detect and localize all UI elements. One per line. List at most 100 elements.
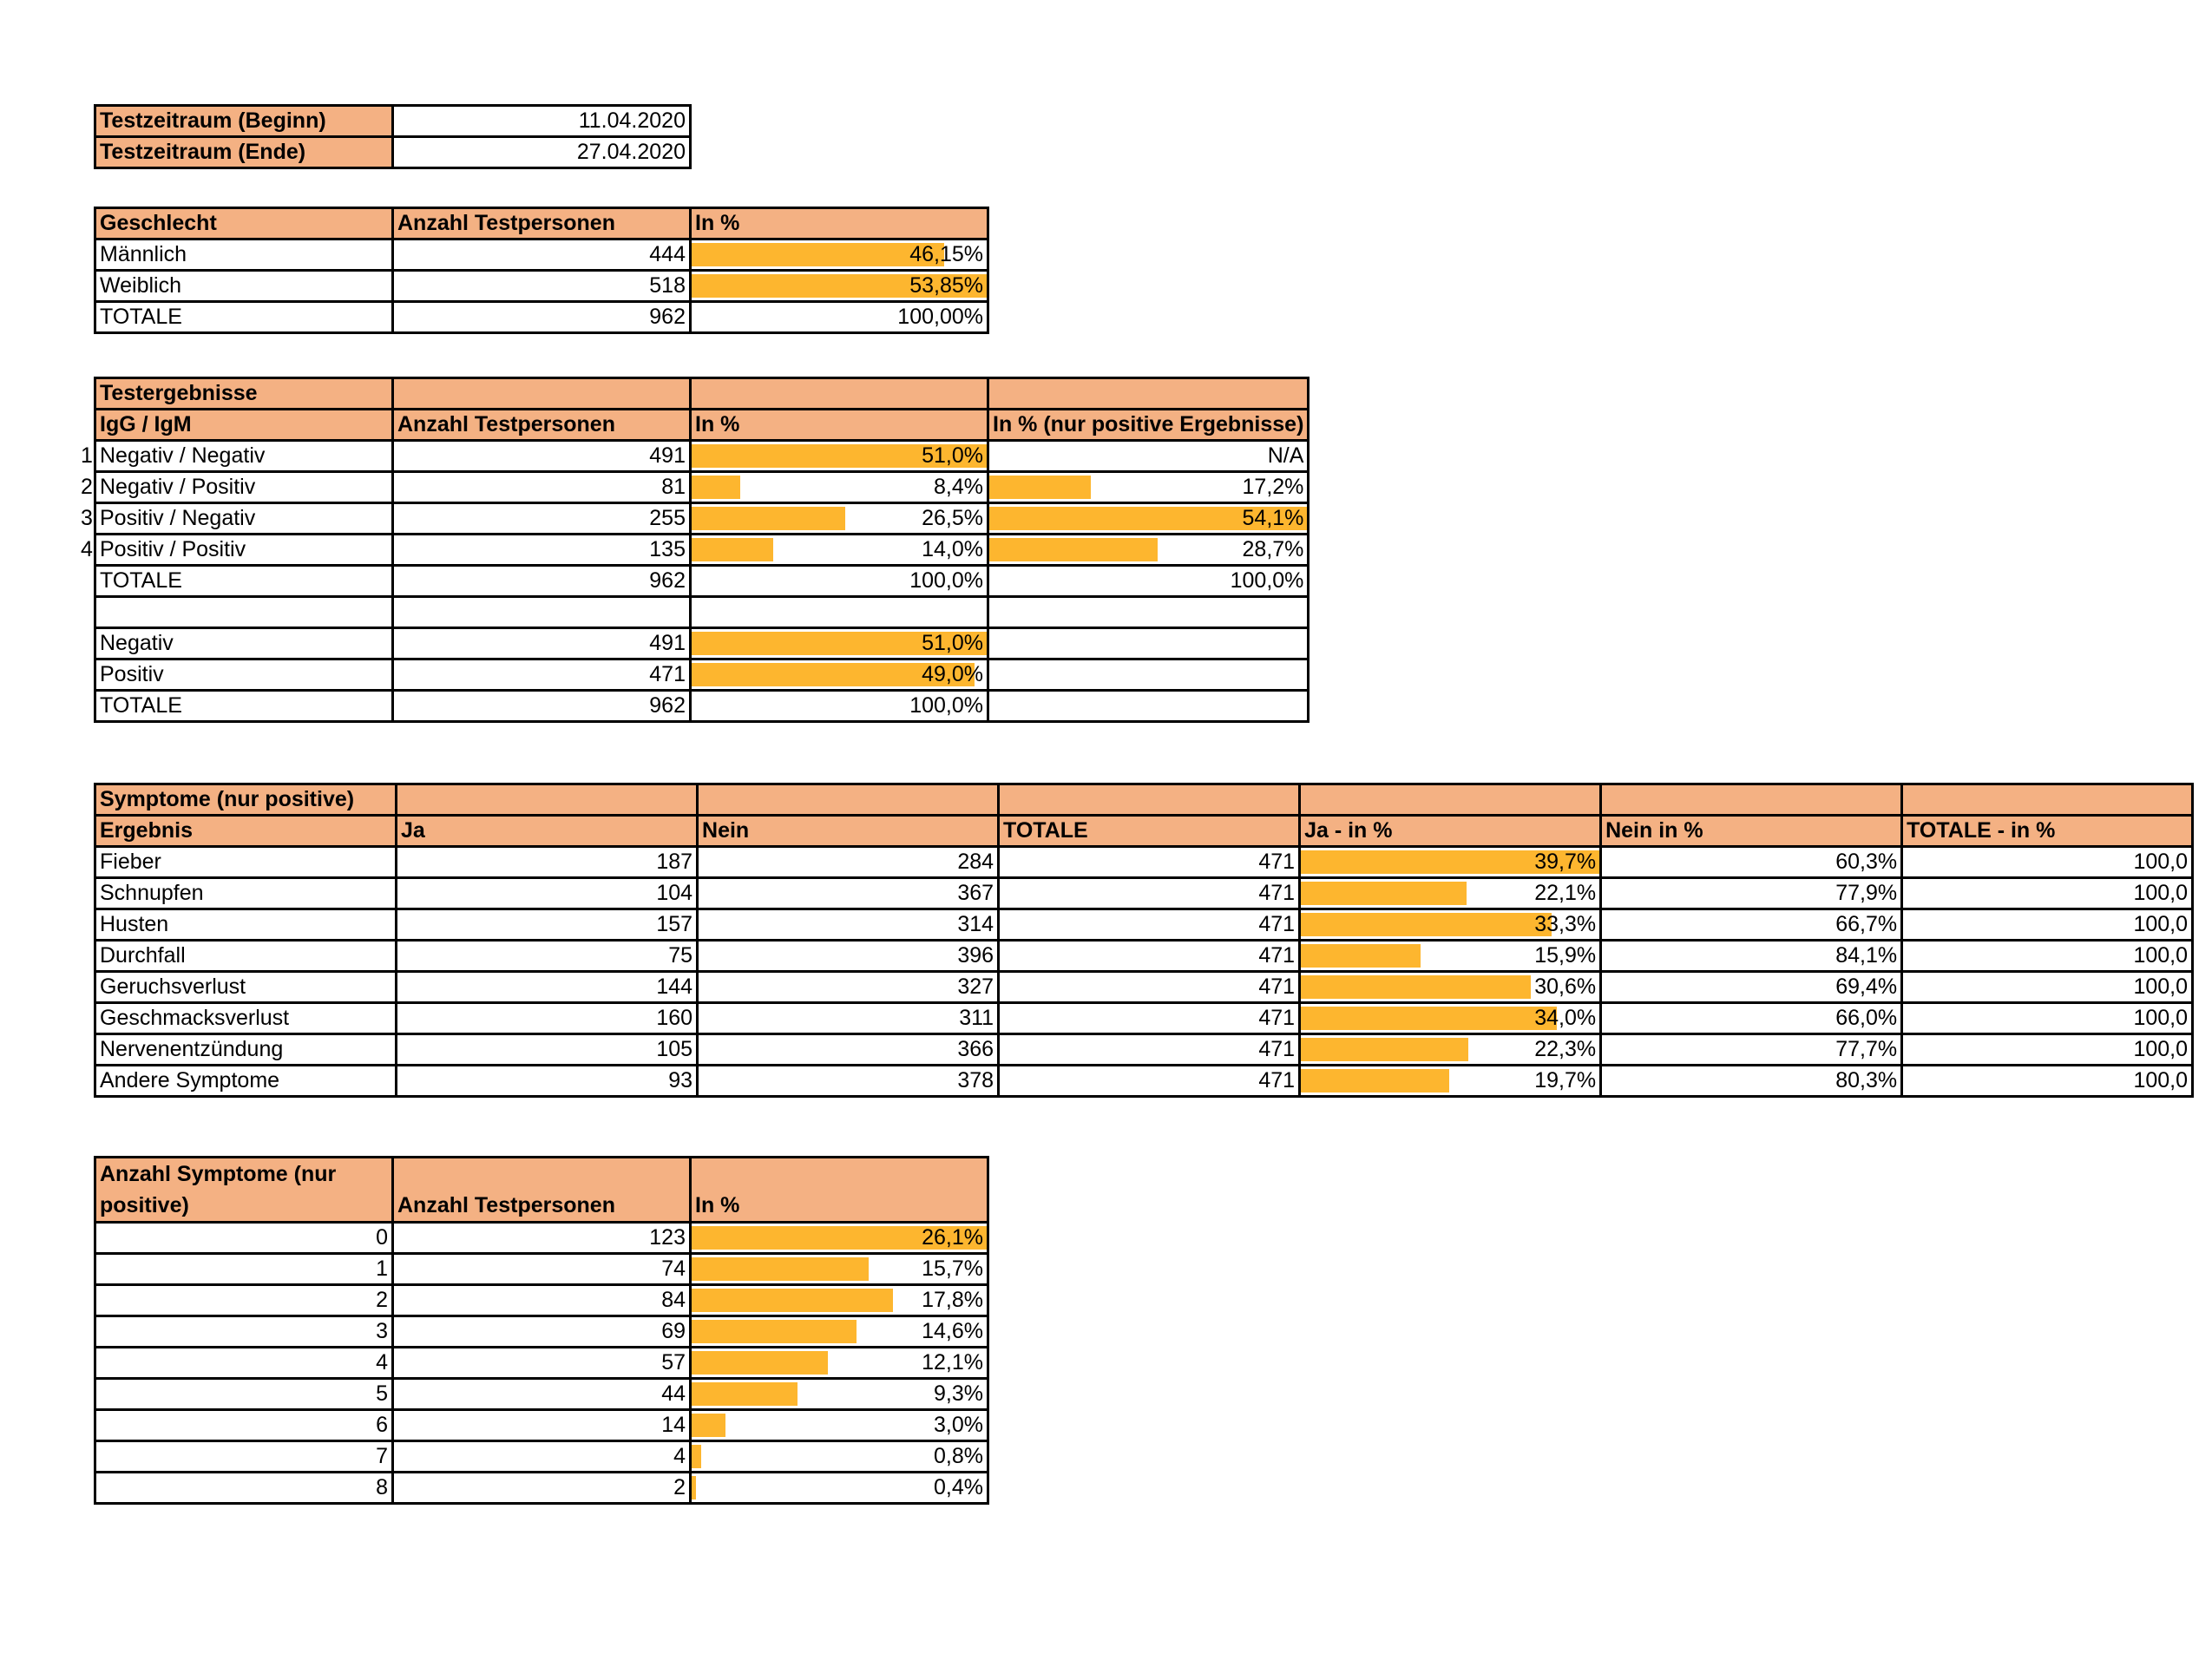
nein-pct-cell: 66,7% xyxy=(1599,908,1904,942)
data-bar xyxy=(1301,882,1467,905)
symptom-label: Nervenentzündung xyxy=(93,1033,398,1066)
ja-pct-cell: 39,7% xyxy=(1298,845,1603,879)
symptom-label: Schnupfen xyxy=(93,876,398,910)
ja-pct-cell-value: 34,0% xyxy=(1534,1006,1597,1030)
data-bar xyxy=(1301,1007,1557,1030)
empty-cell xyxy=(986,658,1310,692)
pct-cell-value: 12,1% xyxy=(922,1350,983,1375)
pct-cell-value: 8,4% xyxy=(934,475,983,499)
ja-pct-cell: 15,9% xyxy=(1298,939,1603,973)
pct-cell-value: 3,0% xyxy=(934,1413,983,1437)
table-row: 4 57 12,1% xyxy=(94,1346,989,1380)
table-row: 5 44 9,3% xyxy=(94,1377,989,1411)
pct-cell: 0,4% xyxy=(689,1471,989,1505)
count-cell: 2 xyxy=(391,1471,692,1505)
ja-cell: 144 xyxy=(395,970,699,1004)
table-row: Weiblich 518 53,85% xyxy=(94,269,989,303)
total-cell: 471 xyxy=(997,1033,1302,1066)
table-row: 3 69 14,6% xyxy=(94,1315,989,1348)
ja-cell: 157 xyxy=(395,908,699,942)
result-label: 3 Positiv / Negativ xyxy=(81,502,394,535)
pct-cell-value: 51,0% xyxy=(922,631,983,655)
pct-cell: 0,8% xyxy=(689,1440,989,1473)
table-row: 6 14 3,0% xyxy=(94,1408,989,1442)
pct-cell-value: 53,85% xyxy=(909,273,983,298)
summary-label: TOTALE xyxy=(94,689,394,723)
table-row: Schnupfen 104 367 471 22,1% 77,9% 100,0 xyxy=(93,876,2194,910)
pct-cell: 14,0% xyxy=(689,533,989,567)
table-row: Durchfall 75 396 471 15,9% 84,1% 100,0 xyxy=(93,939,2194,973)
count-cell: 962 xyxy=(391,689,692,723)
data-bar xyxy=(692,1257,869,1281)
table-row: TOTALE 962 100,0% xyxy=(94,689,1310,723)
summary-label: Positiv xyxy=(94,658,394,692)
pos-pct-cell: N/A xyxy=(986,439,1310,473)
pos-pct-cell: 17,2% xyxy=(986,470,1310,504)
pct-cell-value: 0,4% xyxy=(934,1475,983,1499)
count-header: Anzahl Testpersonen xyxy=(391,207,692,240)
nein-cell: 314 xyxy=(696,908,1001,942)
ja-pct-cell-value: 22,3% xyxy=(1534,1037,1597,1061)
data-bar xyxy=(692,1414,726,1437)
total-cell: 471 xyxy=(997,876,1302,910)
pos-pct-cell: 100,0% xyxy=(986,564,1310,598)
pct-cell-value: 9,3% xyxy=(934,1381,983,1406)
count-cell: 518 xyxy=(391,269,692,303)
data-bar xyxy=(692,507,845,530)
nein-pct-cell: 60,3% xyxy=(1599,845,1904,879)
nein-pct-cell: 77,9% xyxy=(1599,876,1904,910)
data-bar xyxy=(692,476,741,499)
result-label: 4 Positiv / Positiv xyxy=(81,533,394,567)
pct-cell: 14,6% xyxy=(689,1315,989,1348)
table-row: Positiv 471 49,0% xyxy=(94,658,1310,692)
symptom-label: Geschmacksverlust xyxy=(93,1001,398,1035)
table-row: 2 84 17,8% xyxy=(94,1283,989,1317)
symptom-number: 8 xyxy=(94,1471,394,1505)
count-cell: 69 xyxy=(391,1315,692,1348)
data-bar xyxy=(692,1289,894,1312)
pct-cell: 100,00% xyxy=(689,300,989,334)
symptom-number: 5 xyxy=(94,1377,394,1411)
symptom-label: Geruchsverlust xyxy=(93,970,398,1004)
results-table: Testergebnisse IgG / IgM Anzahl Testpers… xyxy=(81,377,1310,723)
nein-cell: 378 xyxy=(696,1064,1001,1098)
data-bar xyxy=(692,243,945,266)
table-row: Husten 157 314 471 33,3% 66,7% 100,0 xyxy=(93,908,2194,942)
result-label-text: TOTALE xyxy=(100,568,182,593)
total-cell: 471 xyxy=(997,908,1302,942)
count-cell: 135 xyxy=(391,533,692,567)
result-label-text: Negativ / Negativ xyxy=(100,443,266,468)
ja-pct-cell: 33,3% xyxy=(1298,908,1603,942)
count-cell: 255 xyxy=(391,502,692,535)
data-bar xyxy=(692,1382,798,1406)
data-bar xyxy=(989,507,1308,530)
data-bar xyxy=(692,1351,829,1375)
pct-cell: 100,0% xyxy=(689,564,989,598)
pct-cell-value: 46,15% xyxy=(909,242,983,266)
ja-cell: 75 xyxy=(395,939,699,973)
nein-cell: 396 xyxy=(696,939,1001,973)
symptom-header-total-pct: TOTALE - in % xyxy=(1900,814,2194,848)
data-bar xyxy=(1301,850,1600,874)
test-period-table: Testzeitraum (Beginn) 11.04.2020 Testzei… xyxy=(94,104,692,169)
symptom-number: 7 xyxy=(94,1440,394,1473)
count-cell: 44 xyxy=(391,1377,692,1411)
count-cell: 57 xyxy=(391,1346,692,1380)
nein-pct-cell: 77,7% xyxy=(1599,1033,1904,1066)
table-row: Nervenentzündung 105 366 471 22,3% 77,7% 100,0 xyxy=(93,1033,2194,1066)
nein-pct-cell: 69,4% xyxy=(1599,970,1904,1004)
symptom-label: Durchfall xyxy=(93,939,398,973)
pct-cell: 17,8% xyxy=(689,1283,989,1317)
pct-header: In % xyxy=(689,408,989,442)
count-cell: 491 xyxy=(391,627,692,660)
pct-cell-value: 100,0% xyxy=(909,568,983,593)
total-pct-cell: 100,0 xyxy=(1900,876,2194,910)
total-cell: 471 xyxy=(997,970,1302,1004)
pct-cell-value: 26,5% xyxy=(922,506,983,530)
result-label: 2 Negativ / Positiv xyxy=(81,470,394,504)
gender-table: Geschlecht Anzahl Testpersonen In % Männ… xyxy=(94,207,989,334)
pct-header: In % xyxy=(689,1156,989,1224)
nein-pct-cell: 84,1% xyxy=(1599,939,1904,973)
symptom-header-nein-pct: Nein in % xyxy=(1599,814,1904,848)
pos-pct-cell-value: N/A xyxy=(1267,443,1304,468)
